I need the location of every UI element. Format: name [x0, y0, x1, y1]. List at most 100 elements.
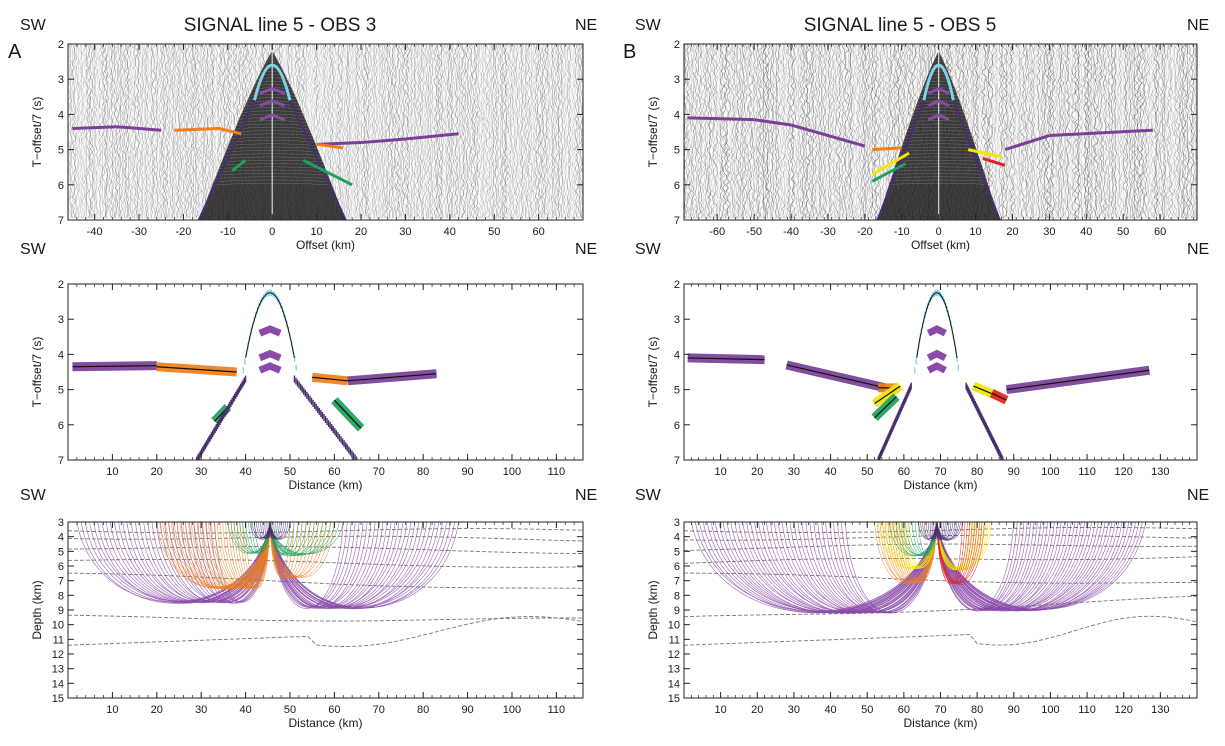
- y-tick-label: 7: [58, 215, 64, 227]
- trace: [118, 44, 122, 219]
- trace: [818, 44, 821, 219]
- trace: [124, 44, 129, 219]
- y-axis-label: Depth (km): [30, 580, 44, 639]
- trace: [1179, 44, 1183, 219]
- trace: [387, 44, 391, 219]
- x-tick-label: 20: [151, 466, 163, 478]
- multiple-picks: [927, 113, 950, 122]
- trace: [159, 44, 164, 219]
- y-tick-label: 7: [674, 215, 680, 227]
- trace: [465, 44, 469, 219]
- trace: [1185, 44, 1189, 219]
- trace: [385, 44, 390, 219]
- x-tick-label: 70: [934, 704, 946, 716]
- trace: [1081, 44, 1086, 219]
- x-axis-label: Distance (km): [903, 716, 977, 730]
- trace: [1178, 44, 1181, 219]
- trace: [734, 44, 738, 219]
- trace: [378, 44, 381, 219]
- trace: [1059, 44, 1063, 219]
- trace: [1095, 44, 1100, 219]
- trace: [1194, 44, 1197, 219]
- trace: [878, 44, 882, 219]
- trace: [1008, 44, 1012, 219]
- trace: [560, 44, 564, 219]
- trace: [143, 44, 146, 219]
- x-tick-label: -30: [820, 226, 836, 238]
- trace: [506, 44, 512, 219]
- trace: [499, 44, 503, 219]
- trace: [462, 44, 467, 218]
- trace: [995, 44, 999, 219]
- y-tick-label: 7: [674, 455, 680, 467]
- trace: [476, 44, 481, 219]
- sediment-ray: [690, 522, 938, 613]
- x-tick-label: 100: [503, 466, 521, 478]
- x-tick-label: 50: [1117, 226, 1129, 238]
- trace: [419, 44, 423, 219]
- y-tick-label: 2: [674, 39, 680, 51]
- trace: [516, 44, 521, 219]
- trace: [1077, 44, 1084, 219]
- layer-boundary: [684, 595, 1197, 618]
- y-axis-label: T−offset/7 (s): [30, 97, 44, 168]
- trace: [782, 44, 786, 219]
- trace: [1009, 44, 1014, 219]
- trace: [424, 44, 428, 219]
- trace: [450, 44, 453, 219]
- x-tick-label: 90: [461, 704, 473, 716]
- trace: [1098, 44, 1101, 219]
- trace: [790, 44, 795, 219]
- x-tick-label: 100: [1041, 704, 1059, 716]
- y-axis-label: T−offset/7 (s): [30, 337, 44, 408]
- trace: [459, 44, 463, 219]
- trace: [720, 44, 726, 219]
- x-tick-label: 30: [788, 704, 800, 716]
- trace: [568, 44, 572, 219]
- y-tick-label: 6: [58, 420, 64, 432]
- trace: [391, 44, 396, 219]
- trace: [1074, 44, 1077, 219]
- trace: [85, 44, 88, 218]
- trace: [1040, 44, 1044, 219]
- trace: [1114, 44, 1117, 219]
- x-tick-label: 20: [1006, 226, 1018, 238]
- trace: [438, 44, 443, 219]
- trace: [1156, 44, 1161, 218]
- trace: [1077, 44, 1080, 219]
- trace: [115, 44, 119, 219]
- trace: [543, 44, 548, 219]
- layer-boundary: [68, 546, 583, 554]
- trace: [1182, 44, 1187, 219]
- trace: [460, 44, 465, 219]
- y-tick-label: 11: [53, 634, 64, 646]
- trace: [502, 44, 507, 219]
- trace: [161, 44, 166, 219]
- seismic-section-b: -60 -50 -40 -30 -20 -10 0 10 20 30 40 50 60 2 3 4 5 6 7 Off…: [646, 39, 1198, 252]
- trace: [868, 44, 873, 219]
- trace: [475, 44, 479, 219]
- trace: [769, 44, 774, 218]
- trace: [103, 44, 108, 219]
- trace: [110, 44, 114, 219]
- multiple-picks: [927, 87, 950, 95]
- sw-label-a-middle: SW: [20, 241, 47, 258]
- trace: [753, 44, 758, 219]
- trace: [521, 44, 525, 219]
- trace: [331, 44, 335, 219]
- trace: [829, 44, 832, 219]
- trace: [746, 44, 749, 219]
- trace: [1026, 44, 1032, 219]
- trace: [551, 44, 554, 219]
- trace: [524, 44, 529, 219]
- trace: [716, 44, 722, 218]
- trace: [814, 44, 819, 219]
- y-tick-label: 4: [674, 532, 680, 544]
- multiple-picks: [926, 349, 947, 362]
- multiple-picks: [926, 362, 947, 374]
- trace: [1018, 44, 1021, 219]
- trace: [725, 44, 731, 219]
- trace: [1122, 44, 1125, 219]
- x-tick-label: 10: [715, 704, 727, 716]
- y-tick-label: 5: [58, 145, 64, 157]
